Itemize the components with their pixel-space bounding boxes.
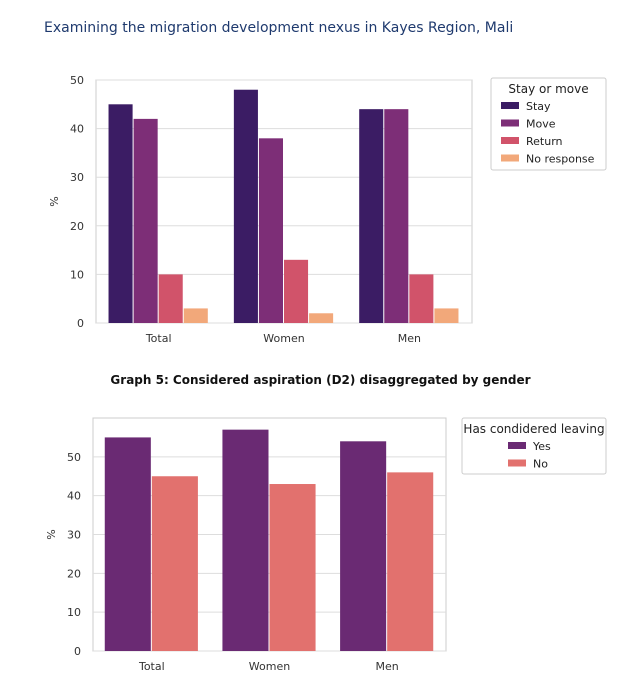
legend-label: Yes [532,440,551,453]
document-header: Examining the migration development nexu… [44,20,514,36]
y-tick-label: 30 [67,529,81,542]
y-axis-label: % [45,529,58,539]
legend-swatch [501,137,519,144]
x-tick-label: Men [398,332,421,345]
legend-box [461,417,607,475]
bar-no-response [309,313,334,323]
graph-caption: Graph 5: Considered aspiration (D2) disa… [110,373,531,387]
bar-yes [104,437,151,651]
legend-title: Stay or move [508,82,588,96]
bar-stay [233,89,258,323]
bar-move [258,138,283,323]
legend-swatch [501,119,519,127]
bar-move [384,109,409,323]
legend-swatch [501,154,519,162]
considered-leaving-chart: 0 10 20 30 40 50% Total Women Men Has condidered … [45,417,607,673]
legend-swatch [508,442,526,449]
y-tick-label: 0 [77,317,84,330]
legend-box [490,77,607,171]
bar-stay [108,104,133,323]
y-tick-label: 20 [67,567,81,580]
bar-yes [340,441,387,651]
y-tick-label: 50 [70,74,84,87]
bar-move [133,118,158,323]
stay-or-move-chart: 0 10 20 30 40 50% Total Women Men Stay or move Sta… [48,74,607,345]
x-tick-label: Total [138,660,165,673]
bar-no [269,484,316,651]
legend-label: Return [526,135,563,148]
bar-return [284,259,309,323]
bar-no [387,472,434,651]
x-tick-label: Men [376,660,399,673]
y-tick-label: 40 [70,123,84,136]
y-tick-label: 10 [67,606,81,619]
bar-yes [222,429,269,651]
legend-label: Move [526,118,556,131]
y-tick-label: 0 [74,645,81,658]
legend-title: Has condidered leaving [463,422,604,436]
bar-stay [359,109,384,323]
x-tick-label: Women [249,660,290,673]
legend-label: No [533,458,548,471]
legend-swatch [508,459,526,467]
y-tick-label: 10 [70,268,84,281]
bar-return [158,274,183,323]
y-tick-label: 30 [70,171,84,184]
legend-label: Stay [526,100,551,113]
y-tick-label: 50 [67,451,81,464]
bar-return [409,274,434,323]
bar-no-response [183,308,208,323]
y-axis-label: % [48,196,61,206]
y-tick-label: 20 [70,220,84,233]
bar-no-response [434,308,459,323]
y-tick-label: 40 [67,490,81,503]
bar-no [151,476,198,651]
x-tick-label: Total [145,332,172,345]
x-tick-label: Women [263,332,304,345]
legend-label: No response [526,153,595,166]
legend-swatch [501,102,519,109]
